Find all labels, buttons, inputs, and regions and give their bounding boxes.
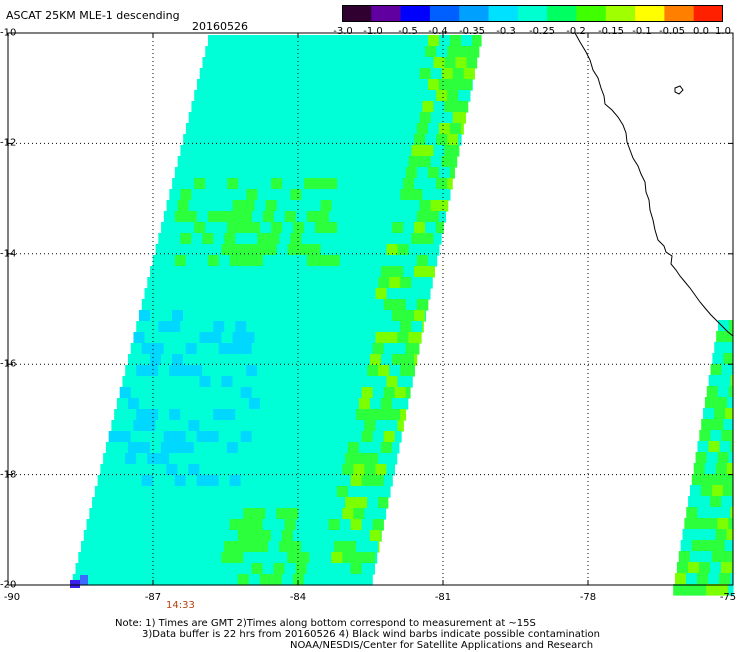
lat-label: -18: [0, 469, 17, 481]
colorbar-label: -0.2: [566, 26, 586, 37]
colorbar-segment: [664, 5, 695, 22]
colorbar-label: -0.15: [598, 26, 624, 37]
colorbar-segment: [576, 5, 607, 22]
colorbar-segment: [459, 5, 490, 22]
note-line-3: NOAA/NESDIS/Center for Satellite Applica…: [290, 640, 594, 651]
lat-label: -12: [0, 137, 17, 149]
island-outline: [674, 85, 684, 95]
lon-label: -84: [289, 592, 307, 603]
colorbar-label: -0.4: [428, 26, 448, 37]
lat-label: -10: [0, 27, 17, 39]
note-line-1: Note: 1) Times are GMT 2)Times along bot…: [115, 618, 536, 629]
colorbar-label: -1.0: [363, 26, 383, 37]
colorbar-segment: [517, 5, 548, 22]
colorbar-segment: [371, 5, 402, 22]
map-date: 20160526: [192, 20, 248, 33]
ascat-swath: [70, 35, 734, 596]
graticule: [8, 33, 733, 585]
colorbar: [342, 5, 723, 22]
colorbar-segment: [547, 5, 577, 22]
lon-label: -87: [144, 592, 162, 603]
lon-label: -81: [434, 592, 452, 603]
colorbar-label: 1.0: [715, 26, 731, 37]
lat-label: -20: [0, 579, 17, 591]
colorbar-segment: [400, 5, 431, 22]
colorbar-labels: -3.0 -1.0 -0.5 -0.4 -0.35 -0.3 -0.25 -0.2 -0.15-…: [330, 26, 740, 38]
colorbar-label: -0.5: [398, 26, 418, 37]
note-line-2: 3)Data buffer is 22 hrs from 20160526 4)…: [142, 629, 600, 640]
colorbar-segment: [429, 5, 460, 22]
colorbar-segment: [635, 5, 665, 22]
colorbar-segment: [342, 5, 372, 22]
colorbar-label: -0.25: [529, 26, 555, 37]
colorbar-segment: [693, 5, 723, 22]
lat-label: -14: [0, 248, 17, 260]
colorbar-label: -0.35: [459, 26, 485, 37]
map-title: ASCAT 25KM MLE-1 descending: [6, 9, 180, 22]
coastline: [574, 32, 734, 337]
lat-label: -16: [0, 358, 17, 370]
colorbar-segment: [488, 5, 519, 22]
lon-label: -90: [3, 592, 21, 603]
colorbar-segment: [605, 5, 636, 22]
colorbar-label: -0.1: [632, 26, 652, 37]
lon-label: -78: [579, 592, 597, 603]
colorbar-label: -0.3: [496, 26, 516, 37]
colorbar-label: 0.0: [693, 26, 709, 37]
map-frame: [7, 32, 734, 586]
colorbar-label: -3.0: [333, 26, 353, 37]
lon-label: -75: [719, 592, 737, 603]
pass-time: 14:33: [166, 600, 195, 611]
colorbar-label: -0.05: [659, 26, 685, 37]
